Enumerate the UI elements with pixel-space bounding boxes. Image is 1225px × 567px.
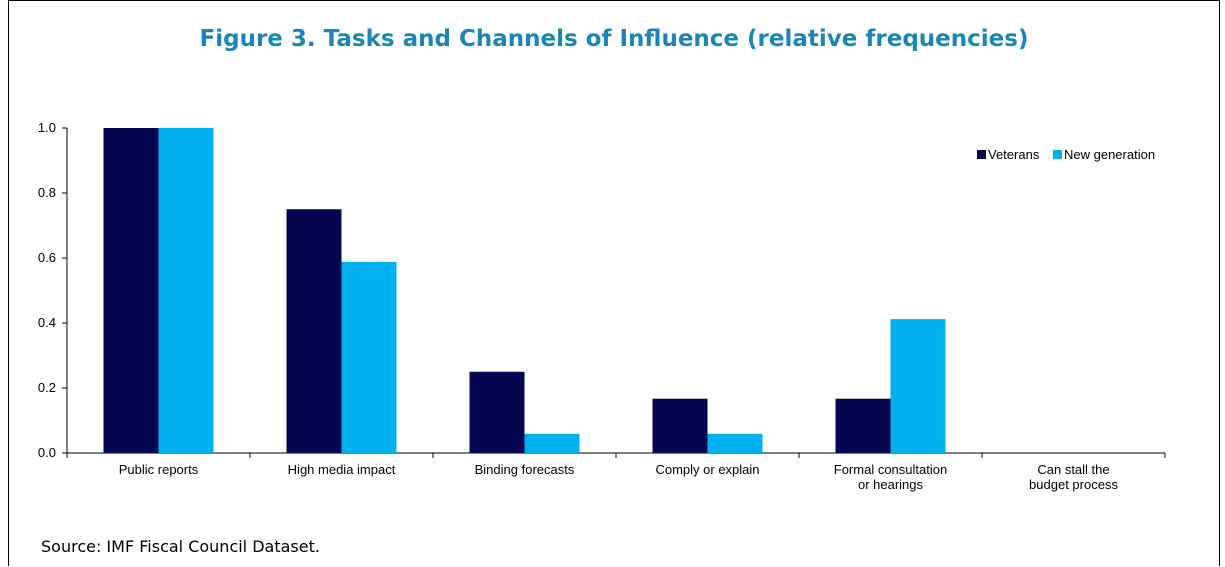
- y-tick-label: 1.0: [38, 120, 56, 135]
- bar-new-generation: [158, 128, 214, 453]
- bar-new-generation: [707, 433, 763, 453]
- x-category-label: Can stall the budget process: [1029, 462, 1118, 492]
- y-tick-label: 0.4: [38, 315, 56, 330]
- bar-veterans: [103, 128, 159, 453]
- legend-swatch: [977, 150, 986, 159]
- bar-new-generation: [890, 319, 946, 453]
- x-category-label: Comply or explain: [655, 462, 759, 477]
- x-category-label: Public reports: [119, 462, 199, 477]
- y-tick-label: 0.6: [38, 250, 56, 265]
- x-category-label: High media impact: [288, 462, 396, 477]
- legend-label: Veterans: [988, 147, 1040, 162]
- y-tick-label: 0.0: [38, 445, 56, 460]
- bar-veterans: [469, 371, 525, 453]
- bar-veterans: [835, 398, 891, 453]
- legend-swatch: [1053, 150, 1062, 159]
- y-tick-label: 0.2: [38, 380, 56, 395]
- bar-veterans: [652, 398, 708, 453]
- bar-new-generation: [341, 261, 397, 453]
- bar-veterans: [286, 209, 342, 453]
- source-note: Source: IMF Fiscal Council Dataset.: [41, 537, 320, 556]
- chart-frame: [8, 0, 1220, 566]
- x-category-label: Formal consultation or hearings: [834, 462, 947, 492]
- legend-label: New generation: [1064, 147, 1155, 162]
- bar-new-generation: [524, 433, 580, 453]
- chart-title: Figure 3. Tasks and Channels of Influenc…: [199, 26, 1029, 52]
- y-tick-label: 0.8: [38, 185, 56, 200]
- x-category-label: Binding forecasts: [475, 462, 575, 477]
- bar-chart: 0.0 0.2 0.4 0.6 0.8 1.0 Public reports High med…: [38, 120, 1166, 492]
